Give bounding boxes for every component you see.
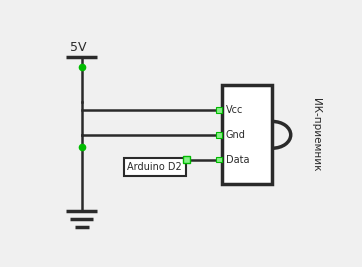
FancyBboxPatch shape [124,158,185,176]
FancyBboxPatch shape [184,156,190,163]
Text: 5V: 5V [71,41,87,54]
Text: ИК-приемник: ИК-приемник [311,98,321,172]
FancyBboxPatch shape [222,85,273,184]
FancyBboxPatch shape [216,157,222,162]
Text: Vcc: Vcc [226,105,243,115]
Text: Data: Data [226,155,249,164]
Text: Gnd: Gnd [226,130,245,140]
Text: Arduino D2: Arduino D2 [127,162,182,172]
FancyBboxPatch shape [216,107,222,113]
FancyBboxPatch shape [216,132,222,138]
